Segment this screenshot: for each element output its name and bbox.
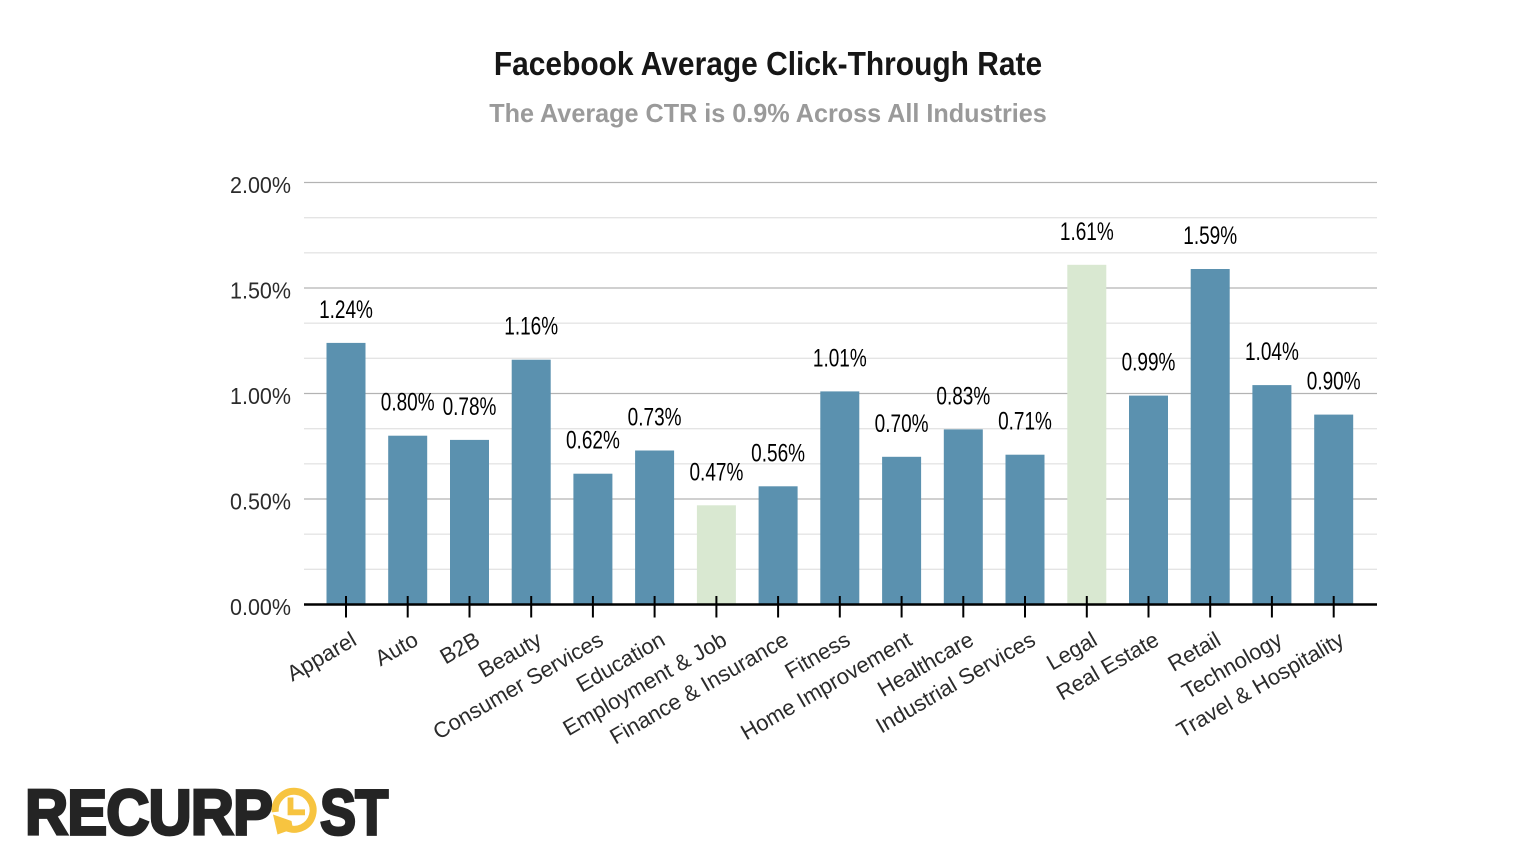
svg-text:0.83%: 0.83% (936, 382, 990, 410)
svg-text:1.24%: 1.24% (319, 295, 373, 323)
svg-text:0.71%: 0.71% (998, 407, 1052, 435)
svg-text:1.00%: 1.00% (230, 383, 291, 409)
svg-text:ST: ST (320, 776, 388, 848)
svg-text:0.00%: 0.00% (230, 594, 291, 620)
svg-text:1.04%: 1.04% (1245, 338, 1299, 366)
svg-text:0.80%: 0.80% (381, 388, 435, 416)
svg-text:1.59%: 1.59% (1183, 221, 1237, 249)
svg-text:The Average CTR is 0.9% Across: The Average CTR is 0.9% Across All Indus… (489, 100, 1047, 128)
svg-text:1.01%: 1.01% (813, 344, 867, 372)
svg-text:0.70%: 0.70% (875, 409, 929, 437)
svg-text:0.90%: 0.90% (1307, 367, 1361, 395)
svg-text:RECURP: RECURP (25, 777, 272, 848)
svg-text:0.50%: 0.50% (230, 489, 291, 515)
svg-text:Facebook Average Click-Through: Facebook Average Click-Through Rate (494, 45, 1042, 83)
svg-text:0.56%: 0.56% (751, 439, 805, 467)
svg-text:1.50%: 1.50% (230, 278, 291, 304)
svg-text:0.99%: 0.99% (1122, 348, 1176, 376)
svg-text:1.61%: 1.61% (1060, 217, 1114, 245)
svg-text:0.62%: 0.62% (566, 426, 620, 454)
svg-text:0.47%: 0.47% (689, 458, 743, 486)
svg-text:1.16%: 1.16% (504, 312, 558, 340)
svg-text:0.78%: 0.78% (443, 392, 497, 420)
svg-text:0.73%: 0.73% (628, 403, 682, 431)
svg-text:2.00%: 2.00% (230, 172, 291, 198)
